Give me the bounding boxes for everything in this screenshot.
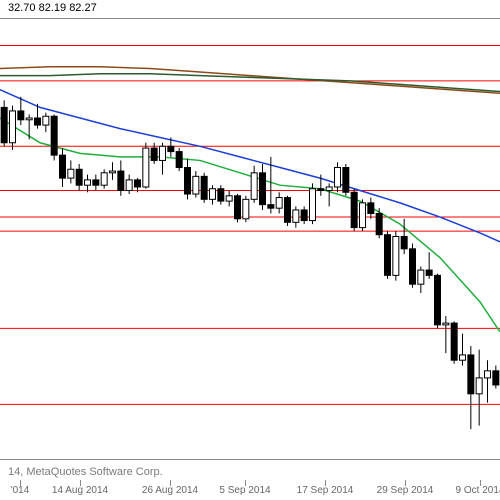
candle-body <box>26 118 32 120</box>
candle-body <box>135 180 141 187</box>
candle-body <box>101 173 107 185</box>
candle-body <box>276 198 282 209</box>
candle-body <box>76 169 82 185</box>
candle-body <box>418 270 424 284</box>
candle-body <box>326 187 332 191</box>
candle-body <box>60 155 66 178</box>
candle-body <box>118 171 124 190</box>
price-2: 82.19 <box>39 2 67 14</box>
x-axis-label: 17 Sep 2014 <box>297 485 354 496</box>
candle-body <box>301 210 307 221</box>
candle-body <box>193 176 199 194</box>
candle-body <box>376 213 382 234</box>
copyright-footer: 14, MetaQuotes Software Corp. <box>8 466 163 478</box>
candle-body <box>343 168 349 193</box>
ohlc-header: 32.70 82.19 82.27 <box>8 2 97 14</box>
ma-blue <box>0 90 500 242</box>
ma-green <box>0 118 500 332</box>
x-axis-label: '014 <box>11 485 30 496</box>
candle-body <box>310 189 316 221</box>
x-axis-label: 5 Sep 2014 <box>219 485 270 496</box>
candle-body <box>110 171 116 173</box>
candle-body <box>268 205 274 209</box>
candle-body <box>368 203 374 214</box>
candle-body <box>151 148 157 160</box>
candle-body <box>485 371 491 378</box>
candle-body <box>201 176 207 199</box>
candle-body <box>226 196 232 201</box>
candle-body <box>18 111 24 120</box>
x-axis-label: 14 Aug 2014 <box>52 485 108 496</box>
candle-body <box>93 180 99 185</box>
candle-body <box>85 180 91 185</box>
candle-body <box>210 189 216 200</box>
candle-body <box>476 378 482 394</box>
price-3: 82.27 <box>69 2 97 14</box>
x-axis-label: 29 Sep 2014 <box>377 485 434 496</box>
ma-darkgreen <box>0 74 500 92</box>
candle-body <box>51 116 57 155</box>
candle-body <box>460 355 466 360</box>
candle-body <box>293 210 299 222</box>
candle-body <box>185 168 191 195</box>
candle-body <box>43 116 49 125</box>
candle-body <box>351 192 357 227</box>
candle-body <box>68 169 74 178</box>
candle-body <box>235 196 241 219</box>
candle-body <box>126 180 132 191</box>
candle-body <box>35 118 41 125</box>
candle-body <box>160 146 166 160</box>
candle-body <box>260 173 266 205</box>
candle-body <box>143 148 149 187</box>
price-1: 32.70 <box>8 2 36 14</box>
candle-body <box>410 249 416 284</box>
candle-body <box>443 323 449 325</box>
candle-body <box>318 189 324 191</box>
x-axis-label: 9 Oct 2014 <box>456 485 500 496</box>
candle-body <box>335 168 341 187</box>
candle-body <box>468 355 474 394</box>
chart-svg <box>0 19 500 461</box>
candle-body <box>426 270 432 275</box>
candle-body <box>493 371 499 385</box>
candle-body <box>251 173 257 200</box>
candle-body <box>168 146 174 151</box>
candle-body <box>1 107 7 142</box>
candlestick-chart: 32.70 82.19 82.27 14, MetaQuotes Softwar… <box>0 0 500 500</box>
x-axis: '014 14 Aug 2014 26 Aug 2014 5 Sep 2014 17 S… <box>0 480 500 500</box>
plot-area[interactable] <box>0 18 500 460</box>
candle-body <box>10 111 16 143</box>
candle-body <box>435 275 441 325</box>
candle-body <box>176 152 182 168</box>
ma-brown <box>0 67 500 94</box>
candle-body <box>385 235 391 276</box>
candle-body <box>243 199 249 218</box>
candle-body <box>393 236 399 275</box>
x-axis-label: 26 Aug 2014 <box>142 485 198 496</box>
candle-body <box>285 198 291 223</box>
candle-body <box>401 236 407 248</box>
candle-body <box>360 203 366 228</box>
candle-body <box>451 323 457 360</box>
candle-body <box>218 189 224 201</box>
